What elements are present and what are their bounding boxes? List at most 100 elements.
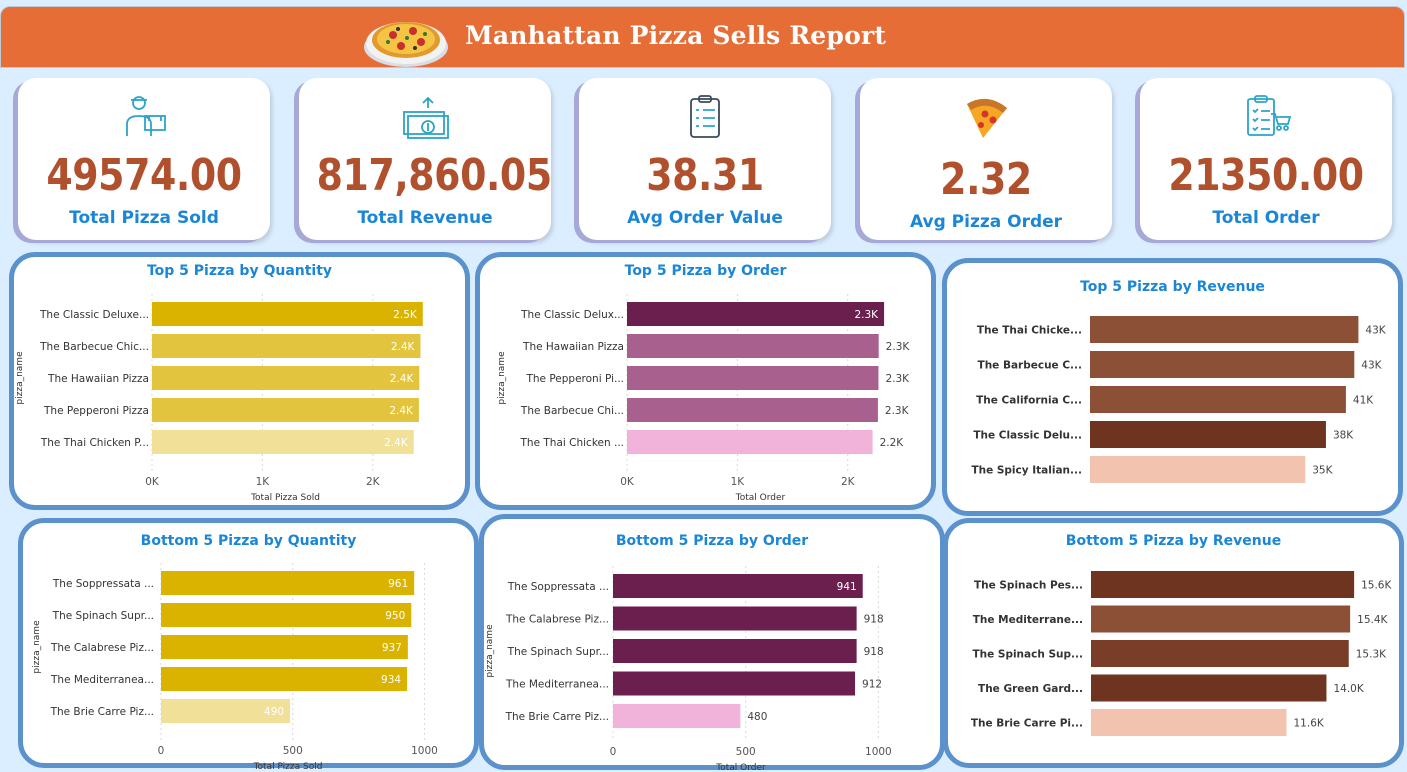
bar bbox=[1090, 421, 1326, 448]
clipboard-icon bbox=[680, 94, 730, 144]
kpi-card-total-pizza-sold: 49574.00 Total Pizza Sold bbox=[18, 78, 270, 240]
bar bbox=[152, 302, 423, 326]
data-label: 934 bbox=[381, 674, 401, 686]
kpi-label: Avg Pizza Order bbox=[909, 212, 1063, 232]
category-label: The Mediterrane... bbox=[973, 614, 1083, 626]
chart-title: Top 5 Pizza by Order bbox=[625, 263, 787, 279]
category-label: The Mediterranea... bbox=[505, 679, 609, 691]
x-tick-label: 0K bbox=[620, 476, 635, 488]
category-label: The Barbecue Chi... bbox=[520, 405, 624, 417]
kpi-value: 2.32 bbox=[940, 154, 1032, 205]
kpi-card-total-revenue: 817,860.05 Total Revenue bbox=[299, 78, 552, 240]
category-label: The Thai Chicken ... bbox=[520, 437, 624, 449]
bar bbox=[627, 430, 873, 454]
category-label: The California C... bbox=[976, 395, 1082, 407]
bar bbox=[627, 398, 878, 422]
category-label: The Classic Delux... bbox=[520, 309, 624, 321]
bar bbox=[1090, 316, 1359, 343]
category-label: The Soppressata ... bbox=[52, 578, 154, 590]
bar bbox=[161, 667, 408, 691]
data-label: 937 bbox=[382, 642, 402, 654]
category-label: The Green Gard... bbox=[978, 683, 1083, 695]
x-axis-label: Total Order bbox=[715, 763, 766, 772]
data-label: 11.6K bbox=[1294, 718, 1325, 730]
data-label: 2.3K bbox=[854, 309, 879, 321]
data-label: 950 bbox=[385, 610, 405, 622]
chart-bottom-quantity: Bottom 5 Pizza by Quantity 0 500 1000 Total … bbox=[32, 533, 438, 772]
money-icon bbox=[400, 94, 450, 144]
kpi-value: 49574.00 bbox=[46, 150, 242, 201]
data-label: 2.5K bbox=[393, 309, 418, 321]
category-label: The Spinach Sup... bbox=[972, 649, 1083, 661]
bar bbox=[613, 671, 856, 696]
kpi-card-total-order: 21350.00 Total Order bbox=[1140, 78, 1392, 240]
category-label: The Hawaiian Pizza bbox=[522, 341, 624, 353]
data-label: 14.0K bbox=[1333, 683, 1364, 695]
report-header: Manhattan Pizza Sells Report bbox=[0, 6, 1405, 68]
x-tick-label: 2K bbox=[841, 476, 856, 488]
bar bbox=[1091, 640, 1349, 667]
x-tick-label: 1K bbox=[731, 476, 746, 488]
data-label: 2.4K bbox=[390, 373, 415, 385]
kpi-label: Total Revenue bbox=[357, 208, 493, 228]
data-label: 918 bbox=[864, 614, 884, 626]
data-label: 15.3K bbox=[1356, 649, 1387, 661]
data-label: 2.4K bbox=[384, 437, 409, 449]
data-label: 941 bbox=[837, 581, 857, 593]
x-tick-label: 2K bbox=[366, 476, 381, 488]
chart-bottom-order: Bottom 5 Pizza by Order 0 500 1000 Total Ord… bbox=[485, 533, 892, 772]
data-label: 43K bbox=[1365, 325, 1386, 337]
bar bbox=[161, 571, 415, 595]
category-label: The Brie Carre Piz... bbox=[505, 711, 609, 723]
y-axis-label: pizza_name bbox=[485, 624, 495, 678]
y-axis-label: pizza_name bbox=[15, 351, 25, 405]
bar bbox=[1091, 674, 1327, 702]
category-label: The Thai Chicke... bbox=[977, 325, 1082, 337]
data-label: 2.4K bbox=[391, 341, 416, 353]
chart-bottom-revenue: Bottom 5 Pizza by Revenue The Spinach Pes… bbox=[971, 533, 1393, 736]
bar bbox=[152, 334, 421, 358]
category-label: The Calabrese Piz... bbox=[50, 642, 154, 654]
category-label: The Brie Carre Piz... bbox=[50, 706, 154, 718]
category-label: The Spinach Supr... bbox=[507, 646, 609, 658]
bar bbox=[152, 398, 419, 422]
data-label: 2.4K bbox=[389, 405, 414, 417]
x-tick-label: 500 bbox=[283, 745, 303, 757]
data-label: 490 bbox=[264, 706, 284, 718]
data-label: 35K bbox=[1312, 465, 1333, 477]
delivery-person-icon bbox=[119, 94, 169, 144]
bar bbox=[1091, 605, 1351, 633]
bar bbox=[1091, 709, 1287, 736]
bar bbox=[613, 704, 741, 728]
data-label: 15.4K bbox=[1357, 614, 1388, 626]
data-label: 2.2K bbox=[880, 437, 905, 449]
category-label: The Barbecue Chic... bbox=[39, 341, 149, 353]
category-label: The Spicy Italian... bbox=[971, 465, 1082, 477]
data-label: 38K bbox=[1333, 430, 1354, 442]
data-label: 918 bbox=[864, 646, 884, 658]
data-label: 480 bbox=[747, 711, 767, 723]
x-tick-label: 0K bbox=[145, 476, 160, 488]
chart-title: Top 5 Pizza by Revenue bbox=[1080, 279, 1265, 295]
category-label: The Soppressata ... bbox=[507, 581, 609, 593]
bar bbox=[152, 366, 420, 390]
bar bbox=[1090, 351, 1355, 378]
category-label: The Barbecue C... bbox=[978, 360, 1082, 372]
bar bbox=[627, 334, 879, 358]
kpi-label: Total Order bbox=[1212, 208, 1320, 228]
x-tick-label: 1000 bbox=[865, 746, 892, 758]
kpi-value: 21350.00 bbox=[1168, 150, 1364, 201]
kpi-value: 38.31 bbox=[646, 150, 764, 201]
x-tick-label: 0 bbox=[158, 745, 165, 757]
data-label: 961 bbox=[388, 578, 408, 590]
chart-panel-bottom-revenue: Bottom 5 Pizza by Revenue The Spinach Pes… bbox=[943, 518, 1404, 768]
data-label: 2.3K bbox=[885, 405, 910, 417]
category-label: The Brie Carre Pi... bbox=[971, 718, 1083, 730]
category-label: The Hawaiian Pizza bbox=[47, 373, 149, 385]
x-tick-label: 500 bbox=[736, 746, 756, 758]
kpi-card-avg-order-value: 38.31 Avg Order Value bbox=[579, 78, 831, 240]
data-label: 41K bbox=[1353, 395, 1374, 407]
chart-panel-bottom-quantity: Bottom 5 Pizza by Quantity 0 500 1000 Total … bbox=[18, 518, 479, 772]
pizza-slice-icon bbox=[961, 94, 1011, 144]
category-label: The Spinach Supr... bbox=[52, 610, 154, 622]
